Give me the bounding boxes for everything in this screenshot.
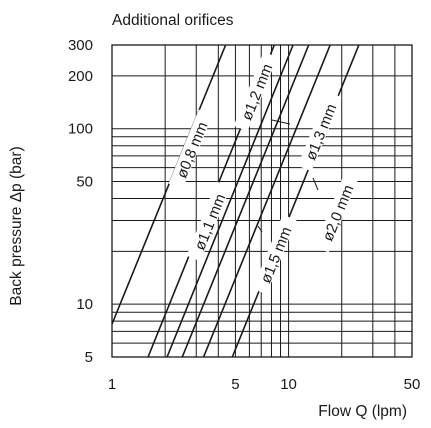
x-tick-label: 5 [231,376,239,393]
series-label-backing [168,109,213,190]
series-line [181,45,310,357]
x-tick-label: 10 [280,376,297,393]
y-tick-label: 5 [85,349,93,366]
series-label: ø1,3 mm [302,102,340,163]
y-axis-label: Back pressure Δp (bar) [8,146,25,305]
series-label-group: ø0,8 mm [168,109,213,190]
y-tick-label: 300 [68,37,93,54]
series-label-backing [233,51,278,132]
plot-frame [111,44,413,358]
x-tick-label: 1 [108,376,116,393]
series-line [166,45,294,357]
series-label-group: ø2,0 mm [314,172,359,253]
series-label-backing [186,181,231,262]
series-label-backing [297,91,342,172]
leader-line [271,119,291,125]
series-label-backing [252,214,297,295]
series-label: ø1,5 mm [257,225,295,286]
series-line [112,45,227,325]
series-label: ø2,0 mm [319,183,357,244]
series-label-backing [314,172,359,253]
series-label: ø1,2 mm [239,62,277,123]
y-tick-label: 50 [76,174,93,191]
y-tick-label: 200 [68,68,93,85]
y-tick-label: 10 [76,296,93,313]
series-label-group: ø1,5 mm [252,214,297,295]
chart-title: Additional orifices [112,12,234,29]
y-tick-label: 100 [68,121,93,138]
series-label: ø1,1 mm [191,192,229,253]
x-axis-label: Flow Q (lpm) [318,403,407,420]
leader-line [312,177,319,191]
leader-line [257,225,263,233]
series-label-group: ø1,3 mm [297,91,342,172]
x-tick-label: 50 [404,376,421,393]
series-line [202,45,331,357]
